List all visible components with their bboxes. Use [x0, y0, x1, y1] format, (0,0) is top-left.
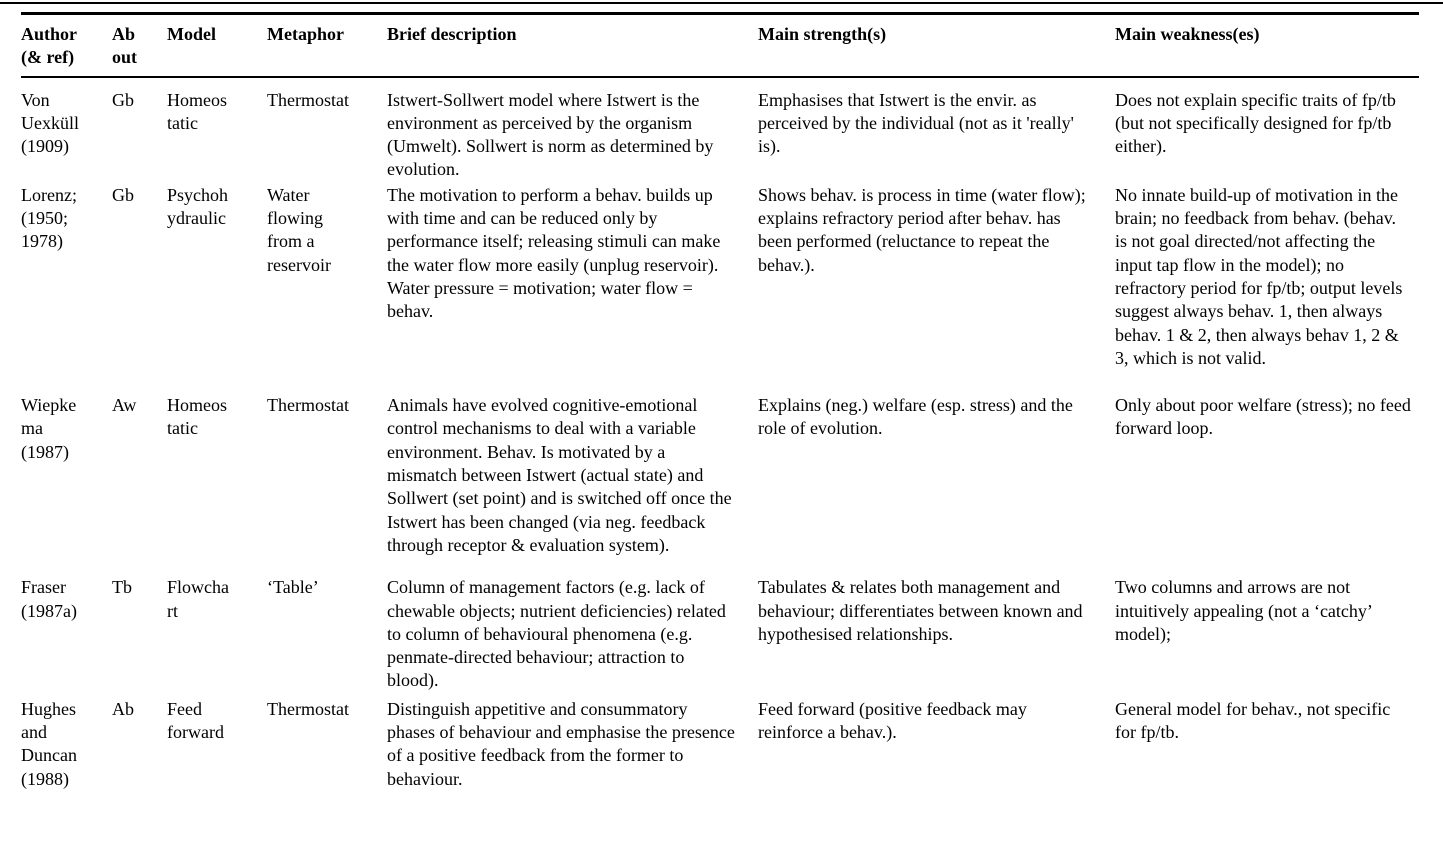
table-row: Lorenz; (1950; 1978) Gb Psychoh ydraulic…: [21, 184, 1419, 394]
cell-description: Animals have evolved cognitive-emotional…: [387, 395, 732, 555]
header-model: Model: [167, 13, 267, 78]
cell-description: Column of management factors (e.g. lack …: [387, 577, 726, 691]
cell-about: Ab: [112, 698, 134, 719]
table-row: Fraser (1987a) Tb Flowcha rt ‘Table’ Col…: [21, 576, 1419, 697]
cell-strengths: Feed forward (positive feedback may rein…: [758, 698, 1027, 743]
page-top-rule: [0, 2, 1443, 4]
cell-about: Gb: [112, 184, 134, 205]
cell-about: Tb: [112, 577, 132, 598]
cell-strengths: Shows behav. is process in time (water f…: [758, 184, 1086, 275]
cell-metaphor: Thermostat: [267, 89, 349, 110]
header-about: Ab out: [112, 13, 167, 78]
table-row: Hughes and Duncan (1988) Ab Feed forward…: [21, 698, 1419, 791]
cell-description: Distinguish appetitive and consummatory …: [387, 698, 735, 789]
header-row: Author (& ref) Ab out Model Metaphor Bri…: [21, 13, 1419, 78]
cell-author: Lorenz; (1950; 1978): [21, 184, 77, 252]
table-row: Von Uexküll (1909) Gb Homeos tatic Therm…: [21, 77, 1419, 184]
cell-author: Von Uexküll (1909): [21, 89, 79, 157]
header-metaphor: Metaphor: [267, 13, 387, 78]
cell-weaknesses: Only about poor welfare (stress); no fee…: [1115, 395, 1411, 439]
cell-description: Istwert-Sollwert model where Istwert is …: [387, 89, 714, 180]
cell-metaphor: ‘Table’: [267, 577, 319, 598]
header-main-strengths: Main strength(s): [758, 13, 1115, 78]
cell-about: Gb: [112, 89, 134, 110]
cell-model: Flowcha rt: [167, 577, 229, 621]
cell-about: Aw: [112, 395, 137, 416]
cell-model: Homeos tatic: [167, 395, 227, 439]
cell-metaphor: Thermostat: [267, 395, 349, 416]
header-brief-description: Brief description: [387, 13, 758, 78]
cell-strengths: Emphasises that Istwert is the envir. as…: [758, 89, 1074, 157]
cell-description: The motivation to perform a behav. build…: [387, 184, 721, 322]
cell-model: Feed forward: [167, 698, 224, 743]
header-author: Author (& ref): [21, 13, 112, 78]
cell-strengths: Explains (neg.) welfare (esp. stress) an…: [758, 395, 1073, 439]
behaviour-models-table: Author (& ref) Ab out Model Metaphor Bri…: [21, 12, 1419, 791]
cell-weaknesses: Does not explain specific traits of fp/t…: [1115, 89, 1396, 157]
cell-author: Fraser (1987a): [21, 577, 77, 621]
cell-model: Psychoh ydraulic: [167, 184, 229, 229]
table-row: Wiepke ma (1987) Aw Homeos tatic Thermos…: [21, 394, 1419, 576]
cell-strengths: Tabulates & relates both management and …: [758, 577, 1083, 644]
cell-weaknesses: General model for behav., not specific f…: [1115, 698, 1391, 743]
cell-model: Homeos tatic: [167, 89, 227, 133]
header-main-weaknesses: Main weakness(es): [1115, 13, 1419, 78]
cell-metaphor: Water flowing from a reservoir: [267, 184, 331, 275]
cell-weaknesses: No innate build-up of motivation in the …: [1115, 184, 1403, 368]
cell-author: Hughes and Duncan (1988): [21, 698, 77, 789]
cell-metaphor: Thermostat: [267, 698, 349, 719]
cell-weaknesses: Two columns and arrows are not intuitive…: [1115, 577, 1372, 644]
cell-author: Wiepke ma (1987): [21, 395, 77, 462]
